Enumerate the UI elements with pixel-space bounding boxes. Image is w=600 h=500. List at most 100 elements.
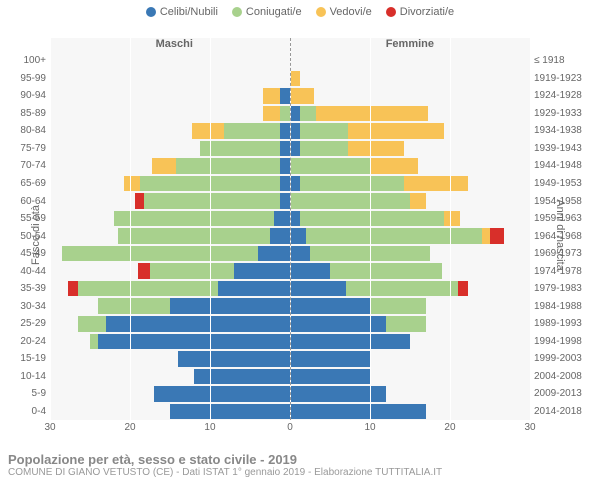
female-bar: [290, 71, 600, 87]
female-bar: [290, 404, 600, 420]
male-bar: [0, 369, 290, 385]
bar-segment: [490, 228, 504, 244]
male-bar: [0, 158, 290, 174]
legend-item: Coniugati/e: [232, 6, 302, 18]
legend-swatch: [316, 7, 326, 17]
legend-label: Coniugati/e: [246, 6, 302, 18]
bar-segment: [263, 106, 281, 122]
female-bar: [290, 386, 600, 402]
chart-title: Popolazione per età, sesso e stato civil…: [8, 452, 592, 467]
bar-segment: [274, 211, 290, 227]
bar-segment: [444, 211, 460, 227]
legend-label: Divorziati/e: [400, 6, 454, 18]
bar-segment: [290, 334, 410, 350]
legend-item: Vedovi/e: [316, 6, 372, 18]
bar-segment: [346, 281, 458, 297]
bar-segment: [68, 281, 78, 297]
male-bar: [0, 386, 290, 402]
bar-segment: [170, 404, 290, 420]
male-bar: [0, 176, 290, 192]
bar-segment: [300, 141, 348, 157]
male-bar: [0, 193, 290, 209]
bar-segment: [300, 211, 444, 227]
female-bar: [290, 106, 600, 122]
female-bar: [290, 246, 600, 262]
bar-segment: [290, 351, 370, 367]
female-bar: [290, 351, 600, 367]
bar-segment: [290, 228, 306, 244]
bar-segment: [78, 281, 218, 297]
gridline: [530, 38, 531, 420]
bar-segment: [370, 158, 418, 174]
center-axis: [290, 38, 291, 420]
legend-swatch: [146, 7, 156, 17]
bar-segment: [290, 246, 310, 262]
pyramid-chart: Fasce di età Anni di nascita Maschi Femm…: [0, 20, 600, 450]
bar-segment: [150, 263, 234, 279]
bar-segment: [300, 106, 316, 122]
bar-segment: [98, 298, 170, 314]
male-heading: Maschi: [156, 38, 193, 50]
bar-segment: [290, 158, 370, 174]
bar-segment: [290, 281, 346, 297]
bar-segment: [290, 71, 300, 87]
male-bar: [0, 404, 290, 420]
bar-segment: [290, 106, 300, 122]
bar-segment: [458, 281, 468, 297]
female-bar: [290, 211, 600, 227]
legend: Celibi/Nubili Coniugati/e Vedovi/e Divorzia…: [0, 0, 600, 20]
female-bar: [290, 141, 600, 157]
bar-segment: [300, 123, 348, 139]
bar-segment: [280, 176, 290, 192]
bar-segment: [290, 123, 300, 139]
male-bar: [0, 298, 290, 314]
bar-segment: [114, 211, 274, 227]
bar-segment: [280, 88, 290, 104]
bar-segment: [290, 298, 370, 314]
bar-segment: [300, 176, 404, 192]
x-tick: 30: [44, 422, 55, 433]
bar-segment: [290, 176, 300, 192]
male-bar: [0, 141, 290, 157]
x-tick: 0: [287, 422, 293, 433]
female-bar: [290, 369, 600, 385]
bar-segment: [290, 404, 426, 420]
legend-swatch: [386, 7, 396, 17]
bar-segment: [348, 123, 444, 139]
male-bar: [0, 71, 290, 87]
bar-segment: [290, 316, 386, 332]
chart-footer: Popolazione per età, sesso e stato civil…: [0, 450, 600, 478]
bar-segment: [200, 141, 280, 157]
bar-segment: [290, 386, 386, 402]
male-bar: [0, 351, 290, 367]
bar-segment: [290, 141, 300, 157]
bar-segment: [138, 263, 150, 279]
x-tick: 10: [204, 422, 215, 433]
bar-segment: [370, 298, 426, 314]
bar-segment: [290, 88, 314, 104]
gridline: [50, 38, 51, 420]
bar-segment: [78, 316, 106, 332]
bar-segment: [280, 123, 290, 139]
female-bar: [290, 316, 600, 332]
bar-segment: [280, 193, 290, 209]
female-bar: [290, 263, 600, 279]
bar-segment: [290, 193, 410, 209]
x-tick: 10: [364, 422, 375, 433]
legend-item: Divorziati/e: [386, 6, 454, 18]
bar-segment: [290, 263, 330, 279]
female-bar: [290, 123, 600, 139]
legend-item: Celibi/Nubili: [146, 6, 218, 18]
bar-segment: [404, 176, 468, 192]
female-bar: [290, 158, 600, 174]
male-bar: [0, 281, 290, 297]
bar-segment: [270, 228, 290, 244]
bar-segment: [192, 123, 224, 139]
female-bar: [290, 298, 600, 314]
bar-segment: [218, 281, 290, 297]
bar-segment: [290, 211, 300, 227]
bar-segment: [144, 193, 280, 209]
bar-segment: [118, 228, 270, 244]
bar-segment: [234, 263, 290, 279]
male-bar: [0, 263, 290, 279]
